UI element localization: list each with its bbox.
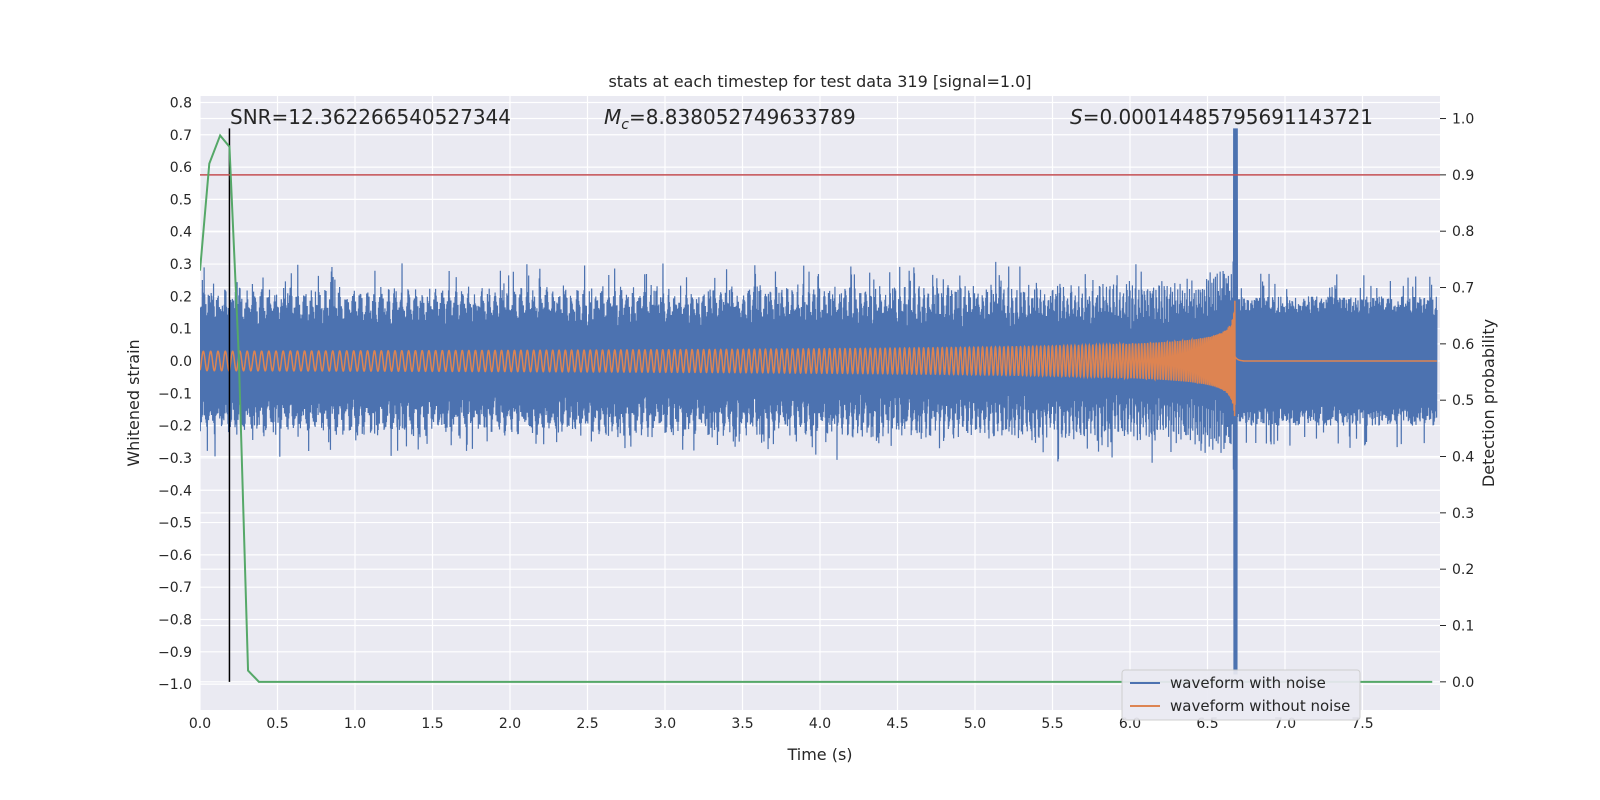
y2-tick-4: 0.6 [1452, 337, 1474, 353]
x-tick-6: 3.0 [654, 716, 676, 732]
x-tick-5: 2.5 [576, 716, 598, 732]
y-tick-1: 0.7 [170, 128, 192, 144]
legend-label-signal: waveform without noise [1170, 697, 1350, 715]
y-tick-17: −0.9 [158, 645, 192, 661]
y-tick-8: 0.0 [170, 354, 192, 370]
x-axis-title: Time (s) [786, 745, 852, 764]
y2-axis-title: Detection probability [1479, 319, 1498, 487]
y-tick-9: −0.1 [158, 386, 192, 402]
legend-box [1121, 669, 1361, 721]
y2-tick-10: 0.0 [1452, 675, 1474, 691]
y-tick-2: 0.6 [170, 160, 192, 176]
y2-tick-8: 0.2 [1452, 562, 1474, 578]
y2-tick-3: 0.7 [1452, 281, 1474, 297]
x-tick-3: 1.5 [421, 716, 443, 732]
y2-tick-9: 0.1 [1452, 619, 1474, 635]
x-tick-1: 0.5 [266, 716, 288, 732]
y2-tick-0: 1.0 [1452, 112, 1474, 128]
y-tick-16: −0.8 [158, 613, 192, 629]
chirp-mass-symbol: M [604, 105, 621, 129]
x-tick-9: 4.5 [886, 716, 908, 732]
x-tick-4: 2.0 [499, 716, 521, 732]
x-tick-10: 5.0 [964, 716, 986, 732]
series-line-waveform-without-noise [200, 300, 1437, 417]
x-tick-0: 0.0 [189, 716, 211, 732]
chirp-mass-subscript: c [621, 117, 629, 133]
y-tick-7: 0.1 [170, 322, 192, 338]
series-layer [200, 128, 1440, 683]
y-axis-title: Whitened strain [124, 339, 143, 466]
s-annotation: S=0.00014485795691143721 [1070, 105, 1373, 129]
y-tick-13: −0.5 [158, 516, 192, 532]
x-tick-8: 4.0 [809, 716, 831, 732]
y-tick-labels: 0.8 0.7 0.6 0.5 0.4 0.3 0.2 0.1 0.0 −0.1 −0.2 −0.3 −… [158, 95, 192, 693]
y-tick-12: −0.4 [158, 483, 192, 499]
chirp-mass-annotation: Mc=8.838052749633789 [604, 105, 856, 133]
legend-label-noise: waveform with noise [1170, 674, 1326, 692]
chirp-mass-value: =8.838052749633789 [629, 105, 856, 129]
y-tick-4: 0.4 [170, 225, 192, 241]
y-tick-0: 0.8 [170, 95, 192, 111]
x-tick-2: 1.0 [344, 716, 366, 732]
x-tick-7: 3.5 [731, 716, 753, 732]
y2-tick-7: 0.3 [1452, 506, 1474, 522]
y2-tick-2: 0.8 [1452, 224, 1474, 240]
chart-title: stats at each timestep for test data 319… [608, 72, 1031, 91]
y2-tick-1: 0.9 [1452, 168, 1474, 184]
y2-tick-5: 0.5 [1452, 393, 1474, 409]
legend: waveform with noise waveform without noi… [1121, 669, 1361, 721]
y2-tick-6: 0.4 [1452, 450, 1474, 466]
s-value: =0.00014485795691143721 [1083, 105, 1373, 129]
y2-tick-labels: 1.0 0.9 0.8 0.7 0.6 0.5 0.4 0.3 0.2 0.1 0.0 [1440, 112, 1474, 691]
y-tick-5: 0.3 [170, 257, 192, 273]
s-symbol: S [1070, 105, 1083, 129]
y-tick-15: −0.7 [158, 580, 192, 596]
x-tick-11: 5.5 [1041, 716, 1063, 732]
y-tick-18: −1.0 [158, 677, 192, 693]
y-tick-3: 0.5 [170, 192, 192, 208]
y-tick-10: −0.2 [158, 419, 192, 435]
y-tick-6: 0.2 [170, 289, 192, 305]
y-tick-11: −0.3 [158, 451, 192, 467]
snr-annotation: SNR=12.362266540527344 [230, 105, 511, 129]
series-line-detection-probability [200, 133, 1433, 683]
y-tick-14: −0.6 [158, 548, 192, 564]
